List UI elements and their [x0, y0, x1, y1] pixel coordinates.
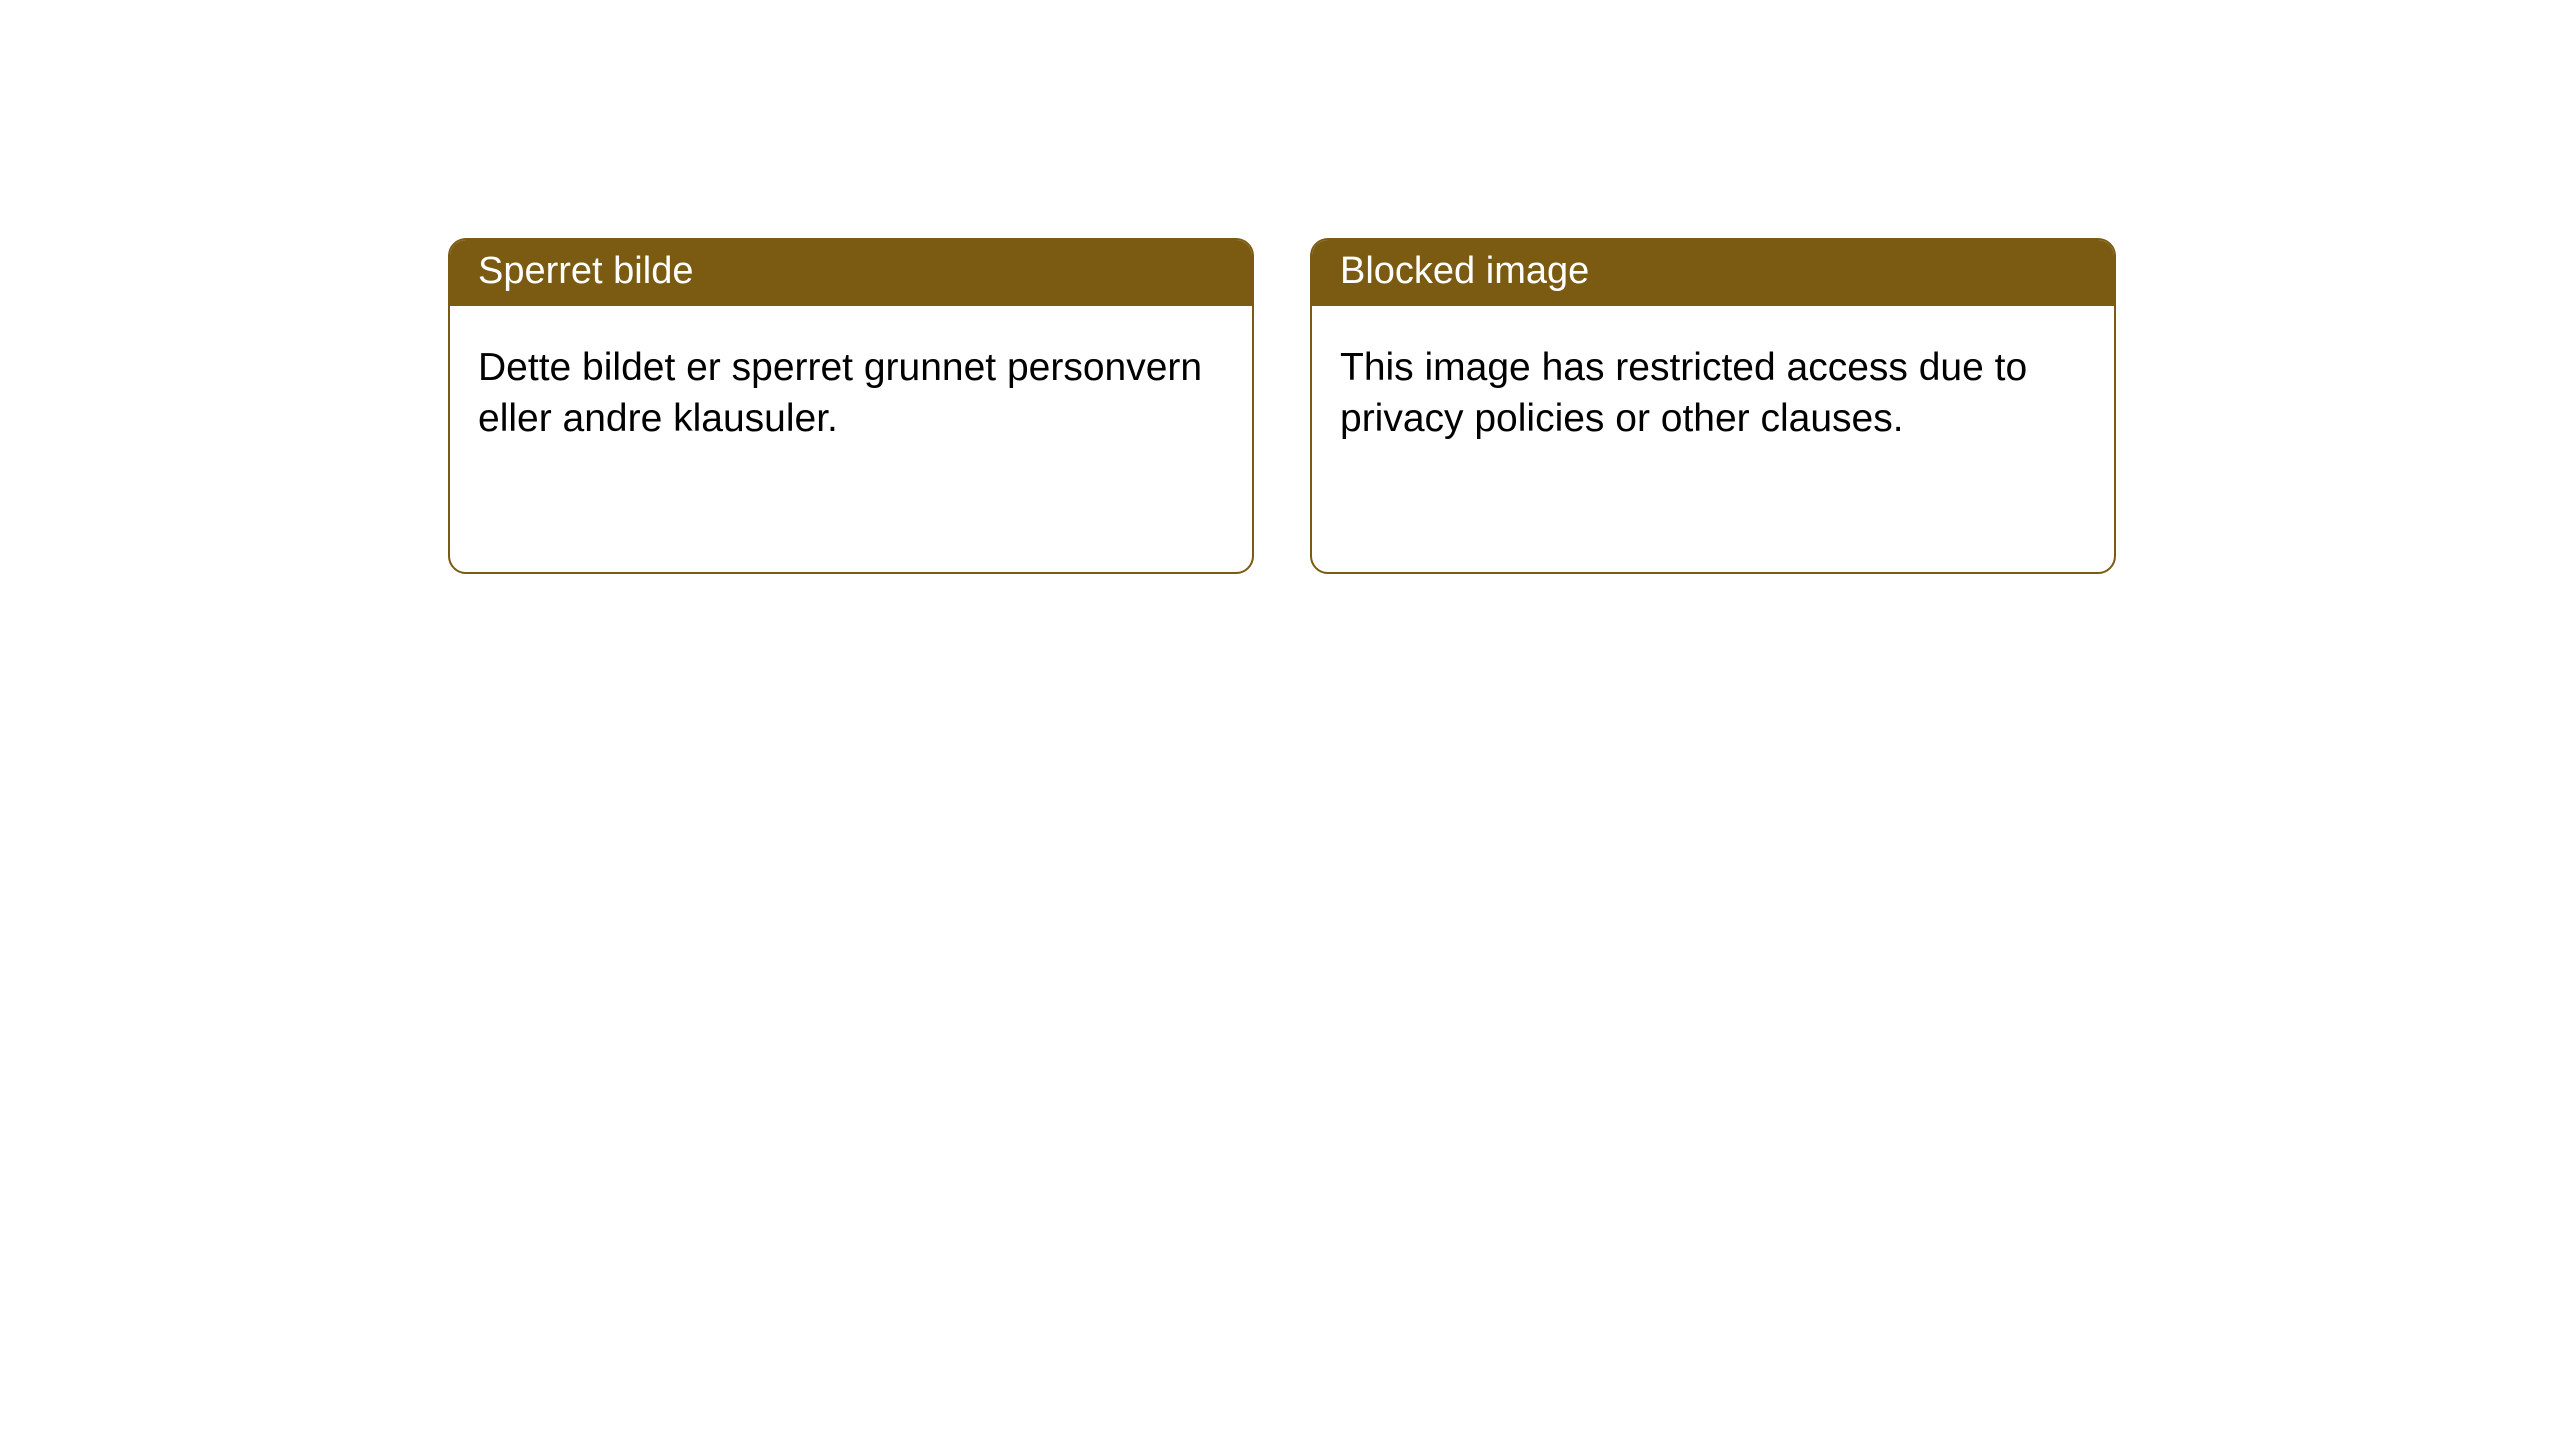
blocked-image-card-norwegian: Sperret bilde Dette bildet er sperret gr… [448, 238, 1254, 574]
notice-container: Sperret bilde Dette bildet er sperret gr… [0, 0, 2560, 574]
card-body: This image has restricted access due to … [1312, 306, 2114, 474]
card-header: Blocked image [1312, 240, 2114, 306]
blocked-image-card-english: Blocked image This image has restricted … [1310, 238, 2116, 574]
card-body: Dette bildet er sperret grunnet personve… [450, 306, 1252, 474]
card-header: Sperret bilde [450, 240, 1252, 306]
